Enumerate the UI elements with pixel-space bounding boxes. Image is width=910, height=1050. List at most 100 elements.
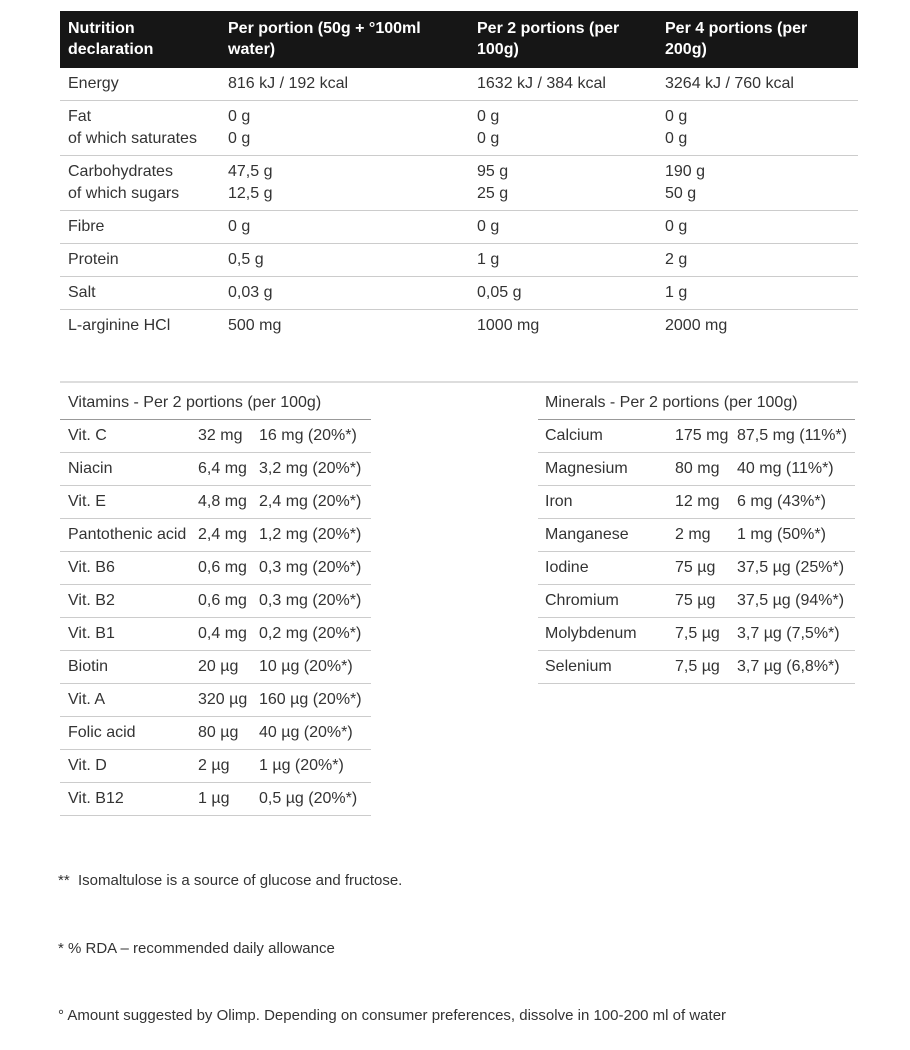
- table-row: Vit. B12 1 µg 0,5 µg (20%*): [60, 783, 371, 816]
- value-per-100g-rda: 3,2 mg (20%*): [259, 460, 362, 477]
- nutrient-label: Fat of which saturates: [68, 108, 197, 147]
- value-per-100g-rda: 10 µg (20%*): [259, 658, 353, 675]
- value-per-2-portions: 1 µg: [198, 790, 230, 807]
- table-row: Protein 0,5 g 1 g 2 g: [60, 244, 858, 277]
- table-row: Vit. C 32 mg 16 mg (20%*): [60, 420, 371, 453]
- nutrient-label: Niacin: [68, 460, 113, 477]
- vitamins-table-title: Vitamins - Per 2 portions (per 100g): [60, 389, 371, 420]
- value-per-100g-rda: 0,3 mg (20%*): [259, 592, 362, 609]
- nutrient-label: Iron: [545, 493, 573, 510]
- value-per-100g-rda: 37,5 µg (94%*): [737, 592, 845, 609]
- value-per-2-portions: 0 g: [477, 218, 500, 235]
- footnotes: ** Isomaltulose is a source of glucose a…: [58, 825, 878, 1050]
- nutrient-label: Carbohydrates of which sugars: [68, 163, 180, 202]
- value-per-2-portions: 0,6 mg: [198, 559, 247, 576]
- nutrient-label: Vit. B12: [68, 790, 124, 807]
- value-per-2-portions: 1632 kJ / 384 kcal: [477, 75, 606, 92]
- value-per-2-portions: 2,4 mg: [198, 526, 247, 543]
- table-row: Carbohydrates of which sugars 47,5 g 12,5 …: [60, 156, 858, 211]
- value-per-2-portions: 7,5 µg: [675, 658, 720, 675]
- table-row: Chromium 75 µg 37,5 µg (94%*): [538, 585, 855, 618]
- nutrition-table-body: Energy 816 kJ / 192 kcal 1632 kJ / 384 k…: [60, 68, 858, 342]
- value-per-2-portions: 2 µg: [198, 757, 230, 774]
- value-per-4-portions: 1 g: [665, 284, 688, 301]
- nutrient-label: Manganese: [545, 526, 629, 543]
- minerals-table: Minerals - Per 2 portions (per 100g) Cal…: [538, 389, 855, 684]
- value-per-2-portions: 20 µg: [198, 658, 239, 675]
- footnote-isomaltulose: ** Isomaltulose is a source of glucose a…: [58, 872, 403, 889]
- table-row: Biotin 20 µg 10 µg (20%*): [60, 651, 371, 684]
- table-row: Selenium 7,5 µg 3,7 µg (6,8%*): [538, 651, 855, 684]
- header-nutrition-declaration: Nutrition declaration: [68, 20, 154, 58]
- value-per-2-portions: 1000 mg: [477, 317, 540, 334]
- nutrition-table-header: Nutrition declaration Per portion (50g +…: [60, 11, 858, 68]
- value-per-100g-rda: 0,5 µg (20%*): [259, 790, 358, 807]
- table-row: Energy 816 kJ / 192 kcal 1632 kJ / 384 k…: [60, 68, 858, 101]
- nutrient-label: Vit. B6: [68, 559, 115, 576]
- value-per-2-portions: 80 µg: [198, 724, 239, 741]
- table-row: Iodine 75 µg 37,5 µg (25%*): [538, 552, 855, 585]
- value-per-100g-rda: 37,5 µg (25%*): [737, 559, 845, 576]
- value-per-4-portions: 190 g 50 g: [665, 163, 706, 202]
- nutrient-label: Vit. C: [68, 427, 107, 444]
- value-per-portion: 500 mg: [228, 317, 282, 334]
- table-row: Magnesium 80 mg 40 mg (11%*): [538, 453, 855, 486]
- value-per-2-portions: 7,5 µg: [675, 625, 720, 642]
- table-row: Calcium 175 mg 87,5 mg (11%*): [538, 420, 855, 453]
- value-per-100g-rda: 40 mg (11%*): [737, 460, 834, 477]
- value-per-2-portions: 175 mg: [675, 427, 729, 444]
- value-per-2-portions: 95 g 25 g: [477, 163, 509, 202]
- nutrient-label: Salt: [68, 284, 96, 301]
- value-per-4-portions: 0 g: [665, 218, 688, 235]
- value-per-4-portions: 3264 kJ / 760 kcal: [665, 75, 794, 92]
- table-row: Folic acid 80 µg 40 µg (20%*): [60, 717, 371, 750]
- nutrient-label: Vit. B1: [68, 625, 115, 642]
- value-per-100g-rda: 1 mg (50%*): [737, 526, 826, 543]
- vitamins-table-body: Vit. C 32 mg 16 mg (20%*) Niacin 6,4 mg …: [60, 420, 371, 816]
- value-per-2-portions: 0,6 mg: [198, 592, 247, 609]
- table-row: Molybdenum 7,5 µg 3,7 µg (7,5%*): [538, 618, 855, 651]
- footnote-water-amount: ° Amount suggested by Olimp. Depending o…: [58, 1007, 727, 1024]
- table-row: Vit. A 320 µg 160 µg (20%*): [60, 684, 371, 717]
- value-per-100g-rda: 1 µg (20%*): [259, 757, 344, 774]
- nutrient-label: Folic acid: [68, 724, 136, 741]
- value-per-100g-rda: 6 mg (43%*): [737, 493, 826, 510]
- nutrient-label: Calcium: [545, 427, 603, 444]
- value-per-100g-rda: 3,7 µg (6,8%*): [737, 658, 840, 675]
- header-per-2-portions: Per 2 portions (per 100g): [477, 20, 620, 58]
- value-per-2-portions: 4,8 mg: [198, 493, 247, 510]
- value-per-100g-rda: 1,2 mg (20%*): [259, 526, 362, 543]
- value-per-4-portions: 2 g: [665, 251, 688, 268]
- nutrient-label: L-arginine HCl: [68, 317, 171, 334]
- header-per-4-portions: Per 4 portions (per 200g): [665, 20, 808, 58]
- value-per-100g-rda: 87,5 mg (11%*): [737, 427, 847, 444]
- value-per-100g-rda: 40 µg (20%*): [259, 724, 353, 741]
- nutrient-label: Molybdenum: [545, 625, 637, 642]
- value-per-2-portions: 32 mg: [198, 427, 243, 444]
- header-per-portion: Per portion (50g + °100ml water): [228, 20, 421, 58]
- value-per-portion: 47,5 g 12,5 g: [228, 163, 273, 202]
- footnote-rda: * % RDA – recommended daily allowance: [58, 939, 335, 957]
- nutrient-label: Protein: [68, 251, 119, 268]
- value-per-4-portions: 2000 mg: [665, 317, 728, 334]
- value-per-100g-rda: 3,7 µg (7,5%*): [737, 625, 840, 642]
- value-per-2-portions: 12 mg: [675, 493, 720, 510]
- table-row: Vit. D 2 µg 1 µg (20%*): [60, 750, 371, 783]
- table-row: L-arginine HCl 500 mg 1000 mg 2000 mg: [60, 310, 858, 342]
- nutrient-label: Vit. B2: [68, 592, 115, 609]
- nutrient-label: Magnesium: [545, 460, 628, 477]
- value-per-2-portions: 2 mg: [675, 526, 711, 543]
- table-row: Niacin 6,4 mg 3,2 mg (20%*): [60, 453, 371, 486]
- value-per-2-portions: 0,05 g: [477, 284, 522, 301]
- value-per-portion: 0,5 g: [228, 251, 264, 268]
- minerals-table-body: Calcium 175 mg 87,5 mg (11%*) Magnesium …: [538, 420, 855, 684]
- table-row: Vit. B2 0,6 mg 0,3 mg (20%*): [60, 585, 371, 618]
- section-divider: [60, 381, 858, 383]
- table-row: Vit. B1 0,4 mg 0,2 mg (20%*): [60, 618, 371, 651]
- value-per-100g-rda: 0,3 mg (20%*): [259, 559, 362, 576]
- value-per-2-portions: 6,4 mg: [198, 460, 247, 477]
- value-per-portion: 816 kJ / 192 kcal: [228, 75, 349, 92]
- value-per-100g-rda: 160 µg (20%*): [259, 691, 362, 708]
